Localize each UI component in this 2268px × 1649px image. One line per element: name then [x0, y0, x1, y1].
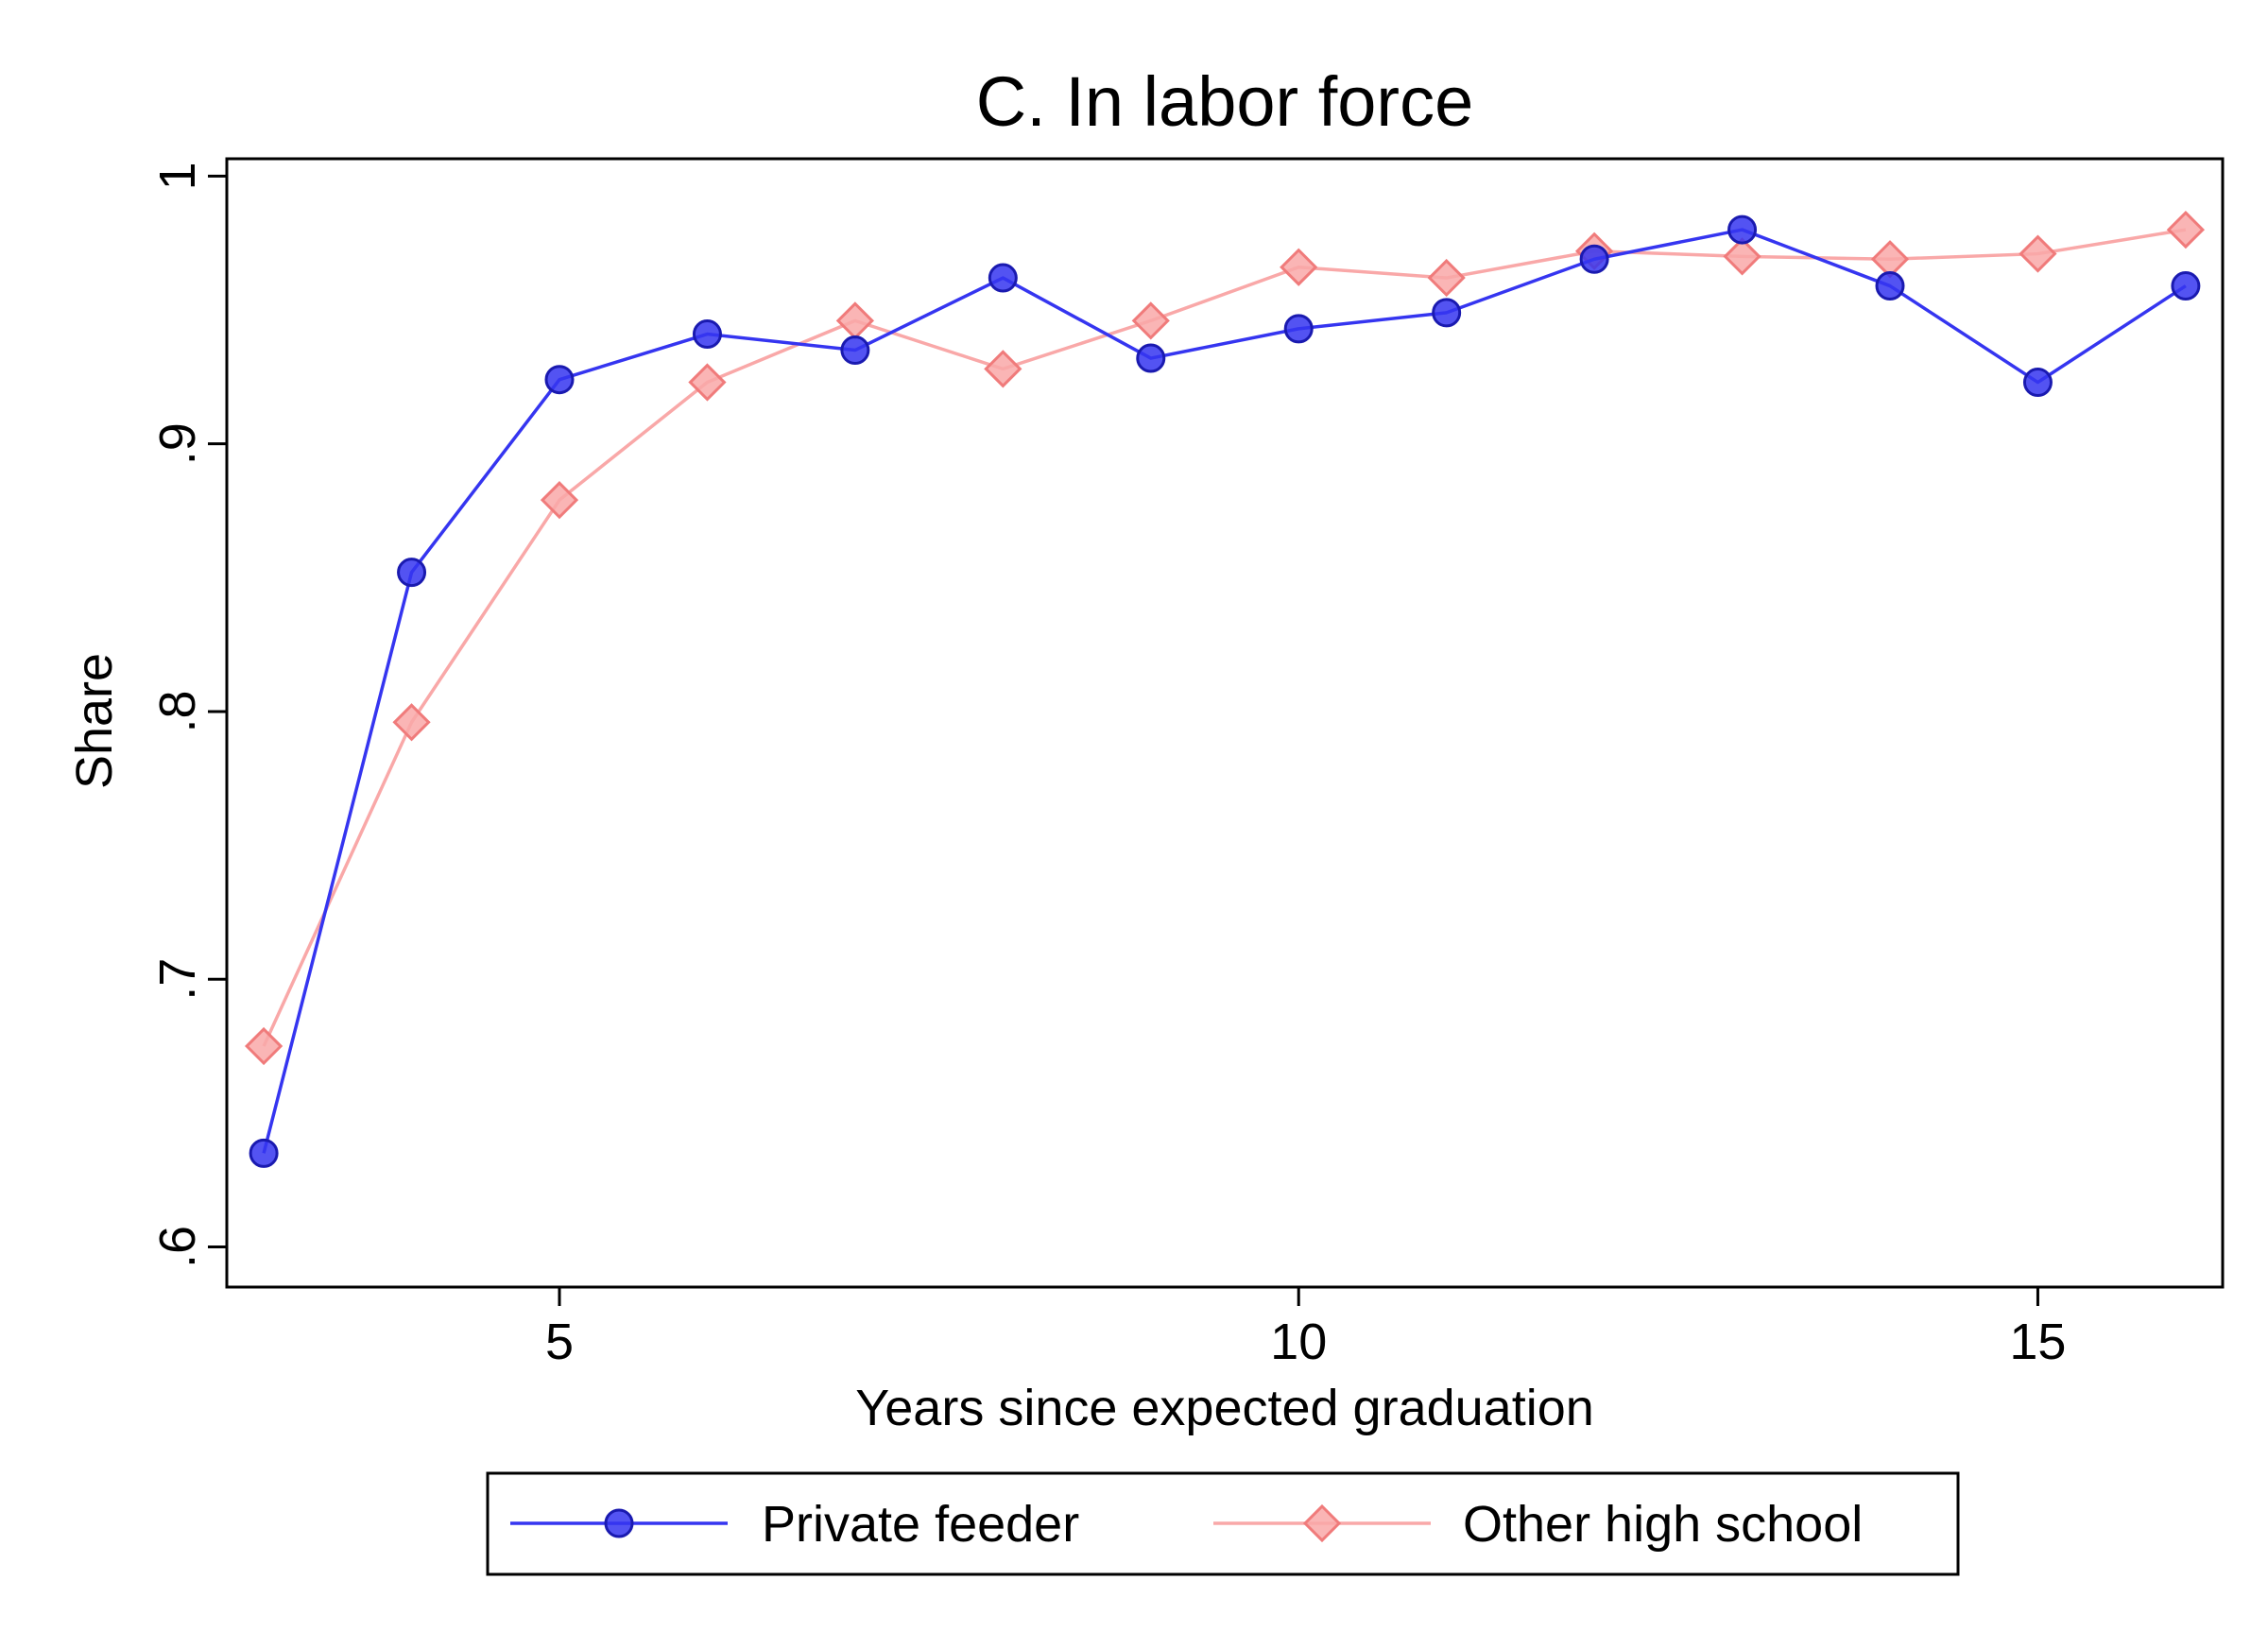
data-point — [1280, 248, 1318, 286]
data-point — [392, 703, 431, 742]
legend: Private feeder Other high school — [486, 1471, 1960, 1576]
data-point — [544, 365, 575, 395]
data-point — [397, 558, 427, 588]
data-point — [1432, 298, 1462, 328]
data-point — [1875, 271, 1905, 301]
y-tick-label: .8 — [149, 690, 206, 732]
x-tick-label: 15 — [2009, 1314, 2066, 1370]
data-point — [1727, 215, 1758, 245]
data-point — [540, 481, 579, 520]
plot-frame — [225, 157, 2225, 1289]
legend-marker — [1302, 1503, 1342, 1543]
series-line — [262, 228, 2187, 1047]
legend-label: Other high school — [1463, 1496, 1863, 1553]
y-axis-title: Share — [66, 653, 123, 789]
y-tick-label: .6 — [149, 1226, 206, 1268]
chart-title: C. In labor force — [976, 62, 1473, 141]
x-tick-label: 5 — [545, 1314, 574, 1370]
legend-marker — [604, 1508, 634, 1538]
data-point — [2019, 234, 2057, 273]
x-tick-label: 10 — [1270, 1314, 1327, 1370]
legend-label: Private feeder — [762, 1496, 1079, 1553]
y-axis: .6 .7 .8 .9 1 — [149, 162, 227, 1268]
legend-item-2: Other high school — [1213, 1496, 1863, 1553]
data-point — [2166, 210, 2206, 249]
x-axis: 5 10 15 — [545, 1287, 2066, 1370]
y-tick-label: 1 — [149, 162, 206, 190]
data-point — [692, 319, 722, 350]
data-point — [2171, 271, 2201, 301]
data-point — [1579, 244, 1609, 274]
data-point — [840, 335, 870, 366]
data-point — [988, 263, 1018, 293]
data-point — [984, 350, 1022, 388]
data-point — [1283, 314, 1314, 344]
data-point — [688, 363, 727, 402]
plot-area — [225, 157, 2225, 1289]
data-point — [1427, 258, 1466, 298]
data-point — [249, 1138, 279, 1168]
series-line — [262, 228, 2187, 1154]
series-layer — [244, 210, 2206, 1168]
y-tick-label: .7 — [149, 958, 206, 1001]
legend-item-1: Private feeder — [510, 1496, 1079, 1553]
data-point — [1131, 301, 1170, 340]
data-point — [2022, 368, 2053, 398]
data-point — [1136, 343, 1166, 373]
data-point — [244, 1026, 284, 1066]
y-tick-label: .9 — [149, 422, 206, 465]
data-point — [1723, 237, 1761, 276]
series-1 — [249, 215, 2201, 1168]
x-axis-title: Years since expected graduation — [855, 1380, 1594, 1436]
